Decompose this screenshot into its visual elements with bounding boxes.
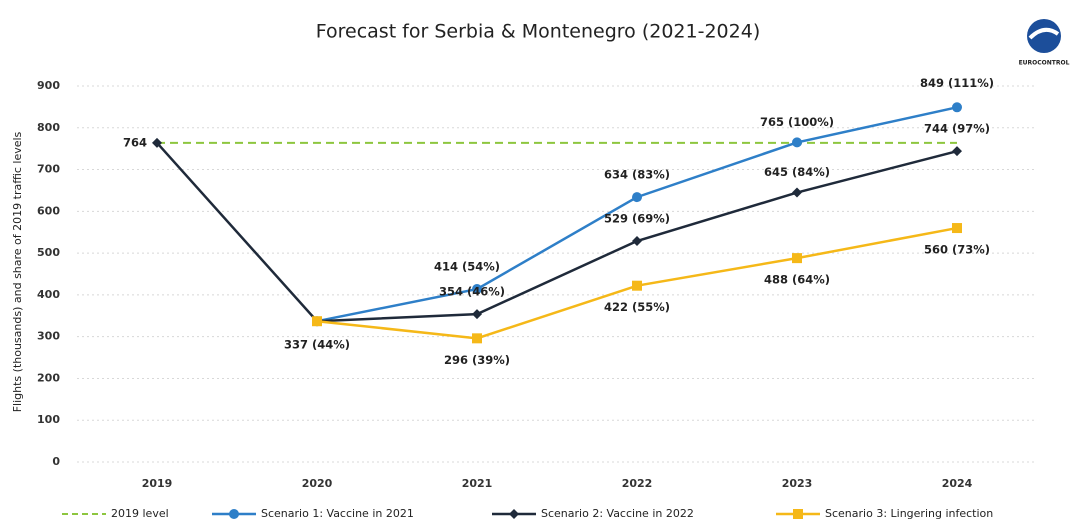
marker xyxy=(632,235,642,246)
y-tick-label: 100 xyxy=(37,413,60,426)
legend-item: Scenario 2: Vaccine in 2022 xyxy=(492,507,694,520)
marker xyxy=(952,223,962,234)
marker xyxy=(952,146,962,157)
marker xyxy=(152,137,162,148)
y-axis-label: Flights (thousands) and share of 2019 tr… xyxy=(11,131,24,412)
y-tick-label: 0 xyxy=(52,455,60,468)
data-label: 634 (83%) xyxy=(604,168,670,182)
legend-label: 2019 level xyxy=(111,507,169,520)
data-label: 645 (84%) xyxy=(764,165,830,179)
y-tick-label: 300 xyxy=(37,330,60,343)
marker xyxy=(952,102,962,113)
chart-title: Forecast for Serbia & Montenegro (2021-2… xyxy=(316,21,760,43)
logo-swoosh xyxy=(1028,27,1060,40)
legend-label: Scenario 2: Vaccine in 2022 xyxy=(541,507,694,520)
marker xyxy=(632,192,642,203)
logo: EUROCONTROL xyxy=(1019,19,1070,67)
legend-marker xyxy=(229,509,239,519)
logo-icon xyxy=(1027,19,1061,53)
x-tick-label: 2021 xyxy=(462,477,493,490)
legend-label: Scenario 1: Vaccine in 2021 xyxy=(261,507,414,520)
marker xyxy=(472,333,482,344)
data-label: 764 xyxy=(123,135,147,149)
y-tick-label: 800 xyxy=(37,121,60,134)
series-line xyxy=(156,141,958,323)
y-tick-label: 200 xyxy=(37,371,60,384)
marker xyxy=(792,137,802,148)
data-label: 849 (111%) xyxy=(920,76,994,90)
x-tick-label: 2023 xyxy=(782,477,813,490)
y-tick-label: 600 xyxy=(37,204,60,217)
legend-marker xyxy=(793,509,803,519)
data-label: 744 (97%) xyxy=(924,122,990,136)
marker xyxy=(472,309,482,320)
x-tick-label: 2020 xyxy=(302,477,333,490)
y-tick-label: 500 xyxy=(37,246,60,259)
x-tick-label: 2022 xyxy=(622,477,653,490)
data-label: 354 (46%) xyxy=(439,285,505,299)
data-label: 529 (69%) xyxy=(604,211,670,225)
marker xyxy=(792,253,802,264)
legend-marker xyxy=(509,509,519,519)
marker xyxy=(312,316,322,327)
marker xyxy=(632,280,642,291)
legend-item: 2019 level xyxy=(62,507,169,520)
legend-item: Scenario 1: Vaccine in 2021 xyxy=(212,507,414,520)
data-label: 560 (73%) xyxy=(924,243,990,257)
data-label: 296 (39%) xyxy=(444,353,510,367)
y-tick-label: 400 xyxy=(37,288,60,301)
legend-label: Scenario 3: Lingering infection xyxy=(825,507,993,520)
legend-item: Scenario 3: Lingering infection xyxy=(776,507,993,520)
marker xyxy=(472,284,482,295)
x-tick-label: 2024 xyxy=(942,477,973,490)
logo-text: EUROCONTROL xyxy=(1019,60,1070,67)
data-label: 488 (64%) xyxy=(764,273,830,287)
marker xyxy=(792,187,802,198)
data-label: 422 (55%) xyxy=(604,300,670,314)
x-tick-label: 2019 xyxy=(142,477,173,490)
y-tick-label: 700 xyxy=(37,163,60,176)
data-label: 414 (54%) xyxy=(434,260,500,274)
data-label: 337 (44%) xyxy=(284,338,350,352)
y-tick-label: 900 xyxy=(37,79,60,92)
data-label: 765 (100%) xyxy=(760,115,834,129)
